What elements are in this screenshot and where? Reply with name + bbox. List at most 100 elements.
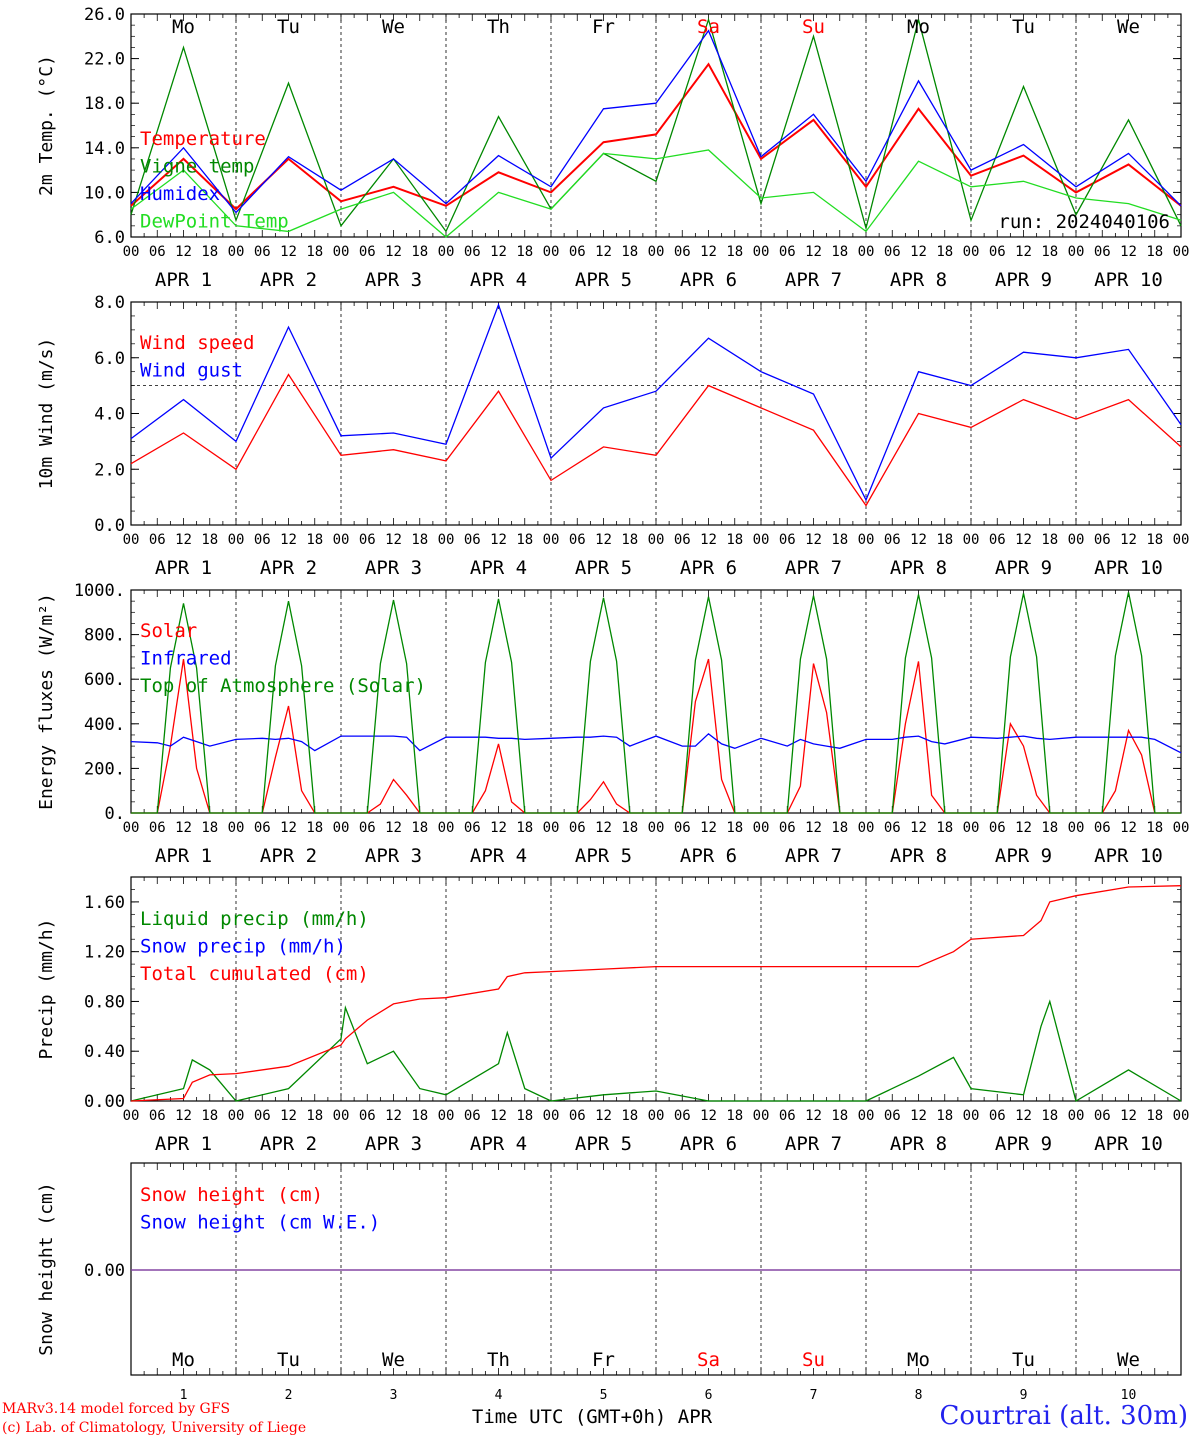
precip-legend-item: Liquid precip (mm/h): [140, 908, 369, 930]
wind-date-label: APR 2: [260, 557, 317, 579]
day-name-label: We: [382, 16, 405, 38]
energy-hour-label: 18: [936, 820, 953, 836]
precip-hour-label: 06: [884, 1108, 901, 1124]
energy-ytick-label: 400.: [84, 715, 125, 735]
temp-hour-label: 00: [123, 244, 140, 260]
temp-ytick-label: 10.0: [84, 183, 125, 203]
wind-hour-label: 00: [648, 532, 665, 548]
precip-date-label: APR 8: [890, 1133, 947, 1155]
precip-hour-label: 06: [359, 1108, 376, 1124]
day-name-label: Su: [802, 1349, 825, 1371]
precip-date-label: APR 1: [155, 1133, 212, 1155]
wind-frame: [130, 301, 1182, 526]
day-name-label: Sa: [697, 1349, 720, 1371]
energy-hour-label: 18: [1146, 820, 1163, 836]
precip-hour-label: 06: [779, 1108, 796, 1124]
wind-date-label: APR 7: [785, 557, 842, 579]
temp-hour-label: 12: [385, 244, 402, 260]
temp-hour-label: 00: [333, 244, 350, 260]
temp-hour-label: 00: [858, 244, 875, 260]
precip-hour-label: 12: [490, 1108, 507, 1124]
wind-hour-label: 18: [516, 532, 533, 548]
energy-date-label: APR 3: [365, 845, 422, 867]
precip-hour-label: 00: [228, 1108, 245, 1124]
wind-hour-label: 18: [1041, 532, 1058, 548]
temp-ytick-label: 26.0: [84, 5, 125, 25]
precip-hour-label: 06: [1094, 1108, 1111, 1124]
precip-hour-label: 00: [753, 1108, 770, 1124]
precip-date-label: APR 9: [995, 1133, 1052, 1155]
energy-date-label: APR 6: [680, 845, 737, 867]
temp-hour-label: 00: [1068, 244, 1085, 260]
temp-hour-label: 00: [543, 244, 560, 260]
precip-ytick-label: 0.40: [84, 1042, 125, 1062]
temp-date-label: APR 1: [155, 269, 212, 291]
precip-ytick-label: 1.60: [84, 893, 125, 913]
precip-hour-label: 18: [831, 1108, 848, 1124]
wind-series-wind-speed: [130, 373, 1182, 507]
day-number-label: 2: [285, 1388, 293, 1403]
temp-frame: [130, 13, 1182, 238]
energy-hour-label: 06: [1094, 820, 1111, 836]
wind-legend-item: Wind speed: [140, 332, 254, 354]
day-name-label: Fr: [592, 1349, 615, 1371]
wind-hour-label: 00: [228, 532, 245, 548]
wind-hour-label: 00: [333, 532, 350, 548]
temp-hour-label: 06: [884, 244, 901, 260]
energy-legend-item: Infrared: [140, 648, 232, 670]
temp-date-label: APR 9: [995, 269, 1052, 291]
precip-hour-label: 06: [989, 1108, 1006, 1124]
wind-hour-label: 12: [280, 532, 297, 548]
temp-hour-label: 18: [936, 244, 953, 260]
temp-hour-label: 18: [306, 244, 323, 260]
precip-legend-item: Total cumulated (cm): [140, 963, 369, 985]
precip-date-label: APR 5: [575, 1133, 632, 1155]
precip-date-label: APR 2: [260, 1133, 317, 1155]
temp-hour-label: 00: [648, 244, 665, 260]
precip-ylabel: Precip (mm/h): [36, 919, 57, 1060]
precip-hour-label: 18: [621, 1108, 638, 1124]
energy-hour-label: 06: [254, 820, 271, 836]
energy-hour-label: 18: [726, 820, 743, 836]
precip-hour-label: 18: [201, 1108, 218, 1124]
temp-series-vigne-temp: [130, 17, 1182, 233]
wind-hour-label: 00: [1068, 532, 1085, 548]
precip-hour-label: 06: [569, 1108, 586, 1124]
temp-ytick-label: 22.0: [84, 50, 125, 70]
precip-hour-label: 00: [438, 1108, 455, 1124]
energy-date-label: APR 5: [575, 845, 632, 867]
wind-date-label: APR 10: [1094, 557, 1163, 579]
wind-hour-label: 06: [989, 532, 1006, 548]
wind-hour-label: 12: [1120, 532, 1137, 548]
precip-date-label: APR 6: [680, 1133, 737, 1155]
energy-hour-label: 12: [490, 820, 507, 836]
wind-hour-label: 00: [438, 532, 455, 548]
wind-hour-label: 18: [201, 532, 218, 548]
precip-hour-label: 18: [306, 1108, 323, 1124]
energy-hour-label: 18: [516, 820, 533, 836]
temp-hour-label: 18: [621, 244, 638, 260]
temp-series-humidex: [130, 29, 1182, 214]
precip-date-label: APR 10: [1094, 1133, 1163, 1155]
precip-hour-label: 12: [805, 1108, 822, 1124]
day-name-label: Tu: [277, 1349, 300, 1371]
energy-hour-label: 06: [884, 820, 901, 836]
precip-hour-label: 12: [700, 1108, 717, 1124]
energy-hour-label: 18: [831, 820, 848, 836]
day-name-label: We: [1117, 16, 1140, 38]
day-name-label: Tu: [1012, 1349, 1035, 1371]
precip-ytick-label: 1.20: [84, 943, 125, 963]
energy-hour-label: 12: [700, 820, 717, 836]
energy-date-label: APR 1: [155, 845, 212, 867]
snow-ylabel: Snow height (cm): [36, 1182, 57, 1355]
temp-series-dewpoint-temp: [130, 149, 1182, 238]
energy-hour-label: 00: [963, 820, 980, 836]
precip-hour-label: 18: [1146, 1108, 1163, 1124]
day-name-label: We: [1117, 1349, 1140, 1371]
precip-date-label: APR 4: [470, 1133, 527, 1155]
time-axis-label: Time UTC (GMT+0h) APR: [472, 1406, 713, 1428]
energy-ylabel: Energy fluxes (W/m²): [36, 593, 57, 810]
wind-hour-label: 18: [726, 532, 743, 548]
temp-ytick-label: 18.0: [84, 94, 125, 114]
station-name: Courtrai (alt. 30m): [939, 1401, 1189, 1431]
